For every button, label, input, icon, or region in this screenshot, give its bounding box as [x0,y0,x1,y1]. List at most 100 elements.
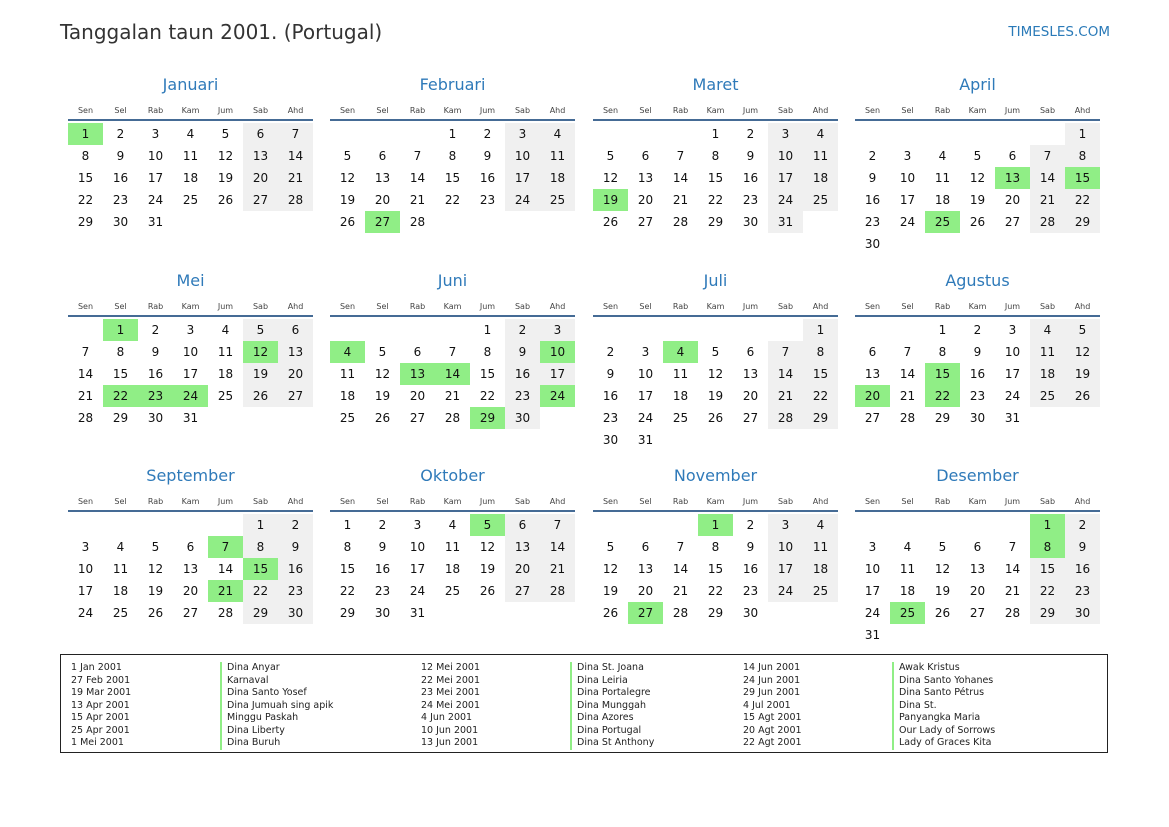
day-cell: 24 [147,193,164,207]
weekday-label: Kam [181,497,200,506]
weekday-label: Jum [742,497,759,506]
month-name: November [673,466,758,485]
day-cell: 10 [505,145,540,167]
holiday-name: Dina St. [892,699,995,712]
day-cell: 1 [1065,123,1100,145]
day-cell: 1 [343,518,352,532]
day-cell: 7 [1008,540,1017,554]
day-cell: 20 [742,389,759,403]
day-cell: 12 [147,562,164,576]
holiday-day-cell: 12 [243,341,278,363]
weekday-label: Kam [706,302,725,311]
day-cell: 15 [803,363,838,385]
holiday-name: Minggu Paskah [220,712,333,725]
day-cell: 15 [479,367,496,381]
day-cell: 12 [1065,341,1100,363]
day-cell: 28 [672,606,689,620]
weekday-label: Kam [968,497,987,506]
day-cell: 23 [374,584,391,598]
day-cell: 19 [479,562,496,576]
day-cell: 8 [243,536,278,558]
month-name: Juli [703,271,728,290]
day-cell: 22 [479,389,496,403]
site-link[interactable]: TIMESLES.COM [1008,24,1110,40]
day-cell: 10 [1004,345,1021,359]
day-cell: 22 [707,584,724,598]
holiday-name: Dina Portalegre [570,687,654,700]
day-cell: 18 [803,167,838,189]
day-cell: 11 [444,540,461,554]
day-cell: 21 [1030,189,1065,211]
day-cell: 22 [444,193,461,207]
day-cell: 15 [707,562,724,576]
holiday-name: Dina Liberty [220,724,333,737]
day-cell: 24 [637,411,654,425]
day-cell: 10 [77,562,94,576]
day-cell: 2 [378,518,387,532]
month-maret: Maret Sen Sel Rab Kam Jum Sab Ahd 1 2 3 4 5 6 7 8 9 10 11 1… [593,74,838,233]
day-cell: 15 [77,171,94,185]
day-cell: 13 [374,171,391,185]
day-cell: 8 [116,345,125,359]
day-cell: 9 [746,540,755,554]
day-cell: 30 [864,237,881,251]
day-cell: 20 [409,389,426,403]
day-cell: 1 [483,323,492,337]
weekday-label: Sen [77,302,94,311]
day-cell: 27 [243,189,278,211]
day-cell: 26 [147,606,164,620]
holiday-day-cell: 13 [995,167,1030,189]
holiday-day-cell: 4 [663,341,698,363]
day-cell: 8 [711,149,720,163]
day-cell: 17 [409,562,426,576]
day-cell: 16 [969,367,986,381]
holiday-date: 1 Mei 2001 [71,737,124,748]
day-cell: 26 [243,385,278,407]
holiday-date: 14 Jun 2001 [743,662,801,673]
day-cell: 17 [768,558,803,580]
weekday-label: Rab [147,302,164,311]
weekday-label: Ahd [287,497,304,506]
day-cell: 29 [707,215,724,229]
holiday-name: Dina Leiria [570,674,654,687]
day-cell: 1 [711,127,720,141]
weekday-label: Jum [479,106,496,115]
holiday-date: 19 Mar 2001 [71,687,132,698]
holiday-day-cell: 27 [628,602,663,624]
weekday-label: Kam [968,302,987,311]
day-cell: 23 [505,385,540,407]
holiday-date: 15 Apr 2001 [71,712,130,723]
day-cell: 30 [505,407,540,429]
day-cell: 28 [1030,211,1065,233]
day-cell: 2 [973,323,982,337]
day-cell: 27 [182,606,199,620]
day-cell: 5 [973,149,982,163]
day-cell: 16 [864,193,881,207]
day-cell: 23 [479,193,496,207]
day-cell: 17 [768,167,803,189]
day-cell: 14 [409,171,426,185]
day-cell: 8 [803,341,838,363]
day-cell: 2 [278,514,313,536]
day-cell: 10 [637,367,654,381]
day-cell: 4 [938,149,947,163]
day-cell: 13 [969,562,986,576]
holiday-date: 22 Mei 2001 [421,674,480,686]
day-cell: 7 [413,149,422,163]
weekday-label: Sel [376,497,389,506]
day-cell: 8 [448,149,457,163]
day-cell: 5 [606,540,615,554]
holiday-day-cell: 13 [400,363,435,385]
day-cell: 5 [938,540,947,554]
day-cell: 28 [899,411,916,425]
weekday-label: Kam [443,302,462,311]
day-cell: 23 [602,411,619,425]
day-cell: 28 [409,215,426,229]
day-cell: 5 [221,127,230,141]
holiday-day-cell: 24 [540,385,575,407]
day-cell: 26 [602,215,619,229]
day-cell: 28 [77,411,94,425]
day-cell: 11 [899,562,916,576]
day-cell: 25 [444,584,461,598]
month-name: Oktober [420,466,485,485]
